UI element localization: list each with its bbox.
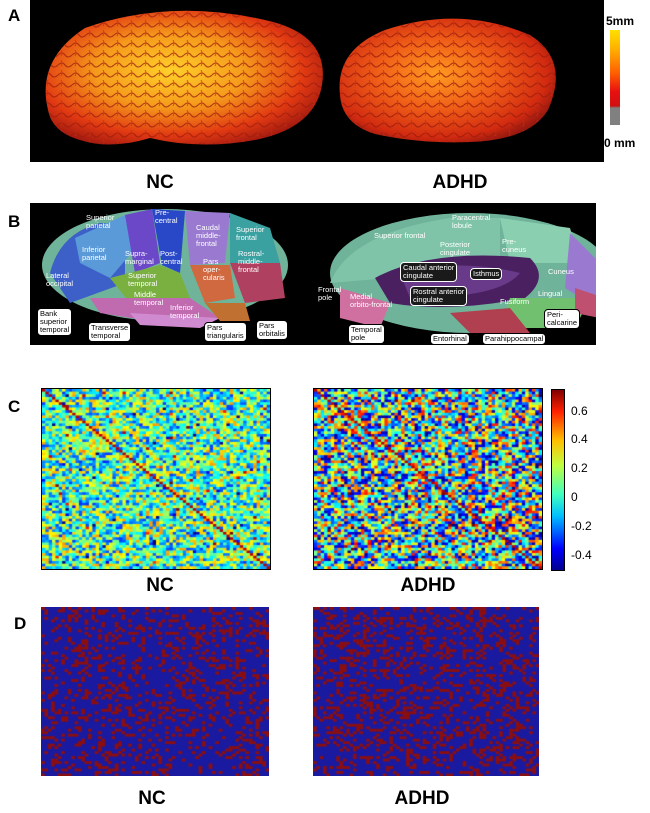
colorbar-tick-label: 0.6 (571, 403, 588, 418)
box-transverse-temporal: Transverse temporal (88, 322, 132, 342)
brain-surface-images (45, 10, 556, 145)
box-pericalcarine: Peri- calcarine (544, 309, 581, 329)
label-cuneus: Cuneus (548, 267, 574, 276)
brain-surface-panel (30, 0, 604, 162)
panel-d-letter: D (14, 614, 27, 633)
label-superior-parietal: Superior parietal (86, 213, 115, 230)
thickness-max-label: 5mm (606, 14, 635, 28)
label-precuneus: Pre- cuneus (502, 237, 527, 254)
adhd-caption-a: ADHD (432, 172, 488, 193)
label-lateral-occipital: Lateral occipital (46, 271, 74, 288)
panel-b-letter: B (8, 212, 21, 231)
box-pars-orbitalis: Pars orbitalis (256, 320, 288, 340)
colorbar-tick-label: 0.2 (571, 461, 588, 476)
adhd-correlation-matrix (313, 388, 543, 570)
box-caudal-anterior-cingulate: Caudal anterior cingulate (400, 262, 458, 282)
box-entorhinal: Entorhinal (430, 333, 470, 345)
panel-a-letter: A (8, 6, 21, 25)
label-postcentral: Post- central (160, 249, 183, 266)
box-parahippocampal: Parahippocampal (482, 333, 547, 345)
label-inferior-parietal: Inferior parietal (82, 245, 107, 262)
parcellation-images (42, 209, 610, 333)
label-fusiform: Fusiform (500, 297, 530, 306)
label-medial-orbitofrontal: Medial orbito-frontal (350, 292, 393, 309)
nc-caption-a: NC (146, 172, 174, 193)
label-lingual: Lingual (538, 289, 563, 298)
colorbar-tick-label: 0 (571, 490, 578, 504)
label-posterior-cingulate: Posterior cingulate (440, 240, 471, 257)
box-isthmus: Isthmus (470, 268, 503, 280)
label-pars-opercularis: Pars oper- cularis (203, 257, 225, 282)
label-superior-temporal: Superior temporal (128, 271, 158, 288)
colorbar-tick-label: -0.4 (571, 547, 592, 562)
label-middle-temporal: Middle temporal (134, 290, 164, 307)
label-frontal-pole: Frontal pole (318, 285, 342, 302)
label-caudal-middle-frontal: Caudal middle- frontal (196, 223, 221, 248)
nc-correlation-matrix (41, 388, 271, 570)
box-temporal-pole: Temporal pole (348, 324, 385, 344)
correlation-colorbar (551, 389, 565, 571)
nc-binary-network-matrix (41, 607, 269, 776)
box-bank-superior-temporal: Bank superior temporal (37, 308, 73, 336)
label-inferior-temporal: Inferior temporal (170, 303, 200, 320)
label-superior-frontal-med: Superior frontal (374, 231, 426, 240)
label-paracentral-lobule: Paracentral lobule (452, 213, 491, 230)
label-superior-frontal-lat: Superior frontal (236, 225, 265, 242)
adhd-binary-network-matrix (313, 607, 539, 776)
label-supramarginal: Supra- marginal (125, 249, 154, 266)
adhd-caption-c: ADHD (400, 575, 456, 596)
box-rostral-anterior-cingulate: Rostral anterior cingulate (410, 286, 468, 306)
thickness-min-label: 0 mm (604, 136, 636, 150)
box-pars-triangularis: Pars triangularis (204, 322, 247, 342)
nc-caption-c: NC (146, 575, 174, 596)
panel-c-letter: C (8, 397, 21, 416)
parcellation-panel (30, 203, 610, 345)
adhd-caption-d: ADHD (394, 788, 450, 809)
label-precentral: Pre- central (155, 208, 178, 225)
colorbar-tick-label: -0.2 (571, 518, 592, 533)
colorbar-tick-label: 0.4 (571, 432, 588, 447)
thickness-colorbar (610, 30, 620, 125)
label-rostral-middle-frontal: Rostral- middle- frontal (238, 249, 265, 274)
nc-caption-d: NC (138, 788, 166, 809)
thickness-title: Thickness (583, 80, 598, 137)
